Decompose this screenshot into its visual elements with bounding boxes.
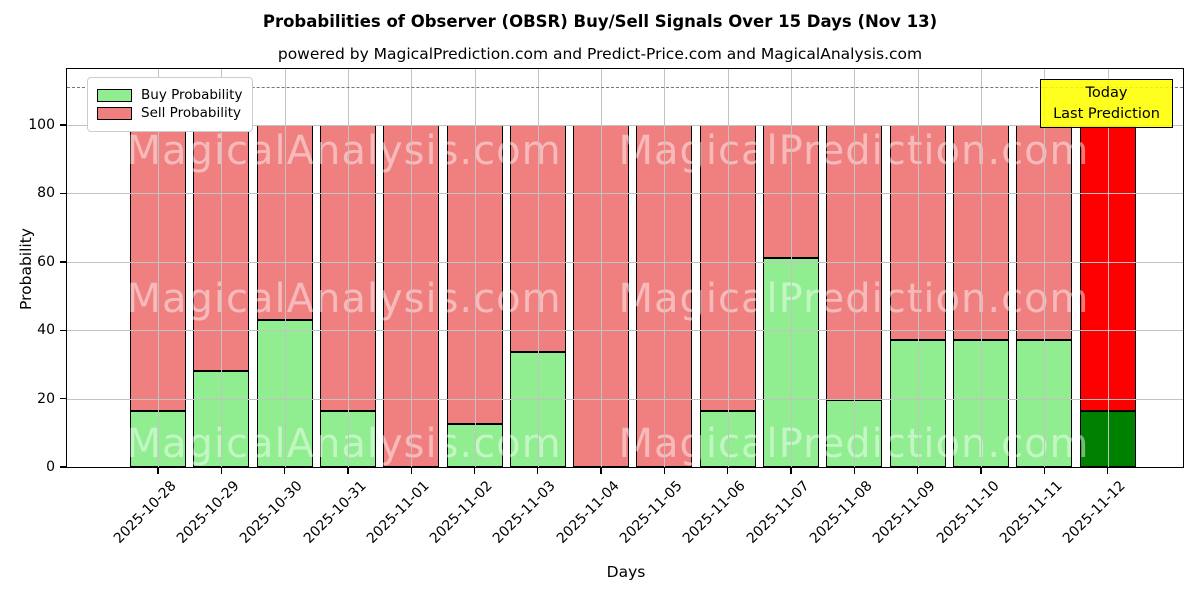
x-tick-label: 2025-11-11 [996, 478, 1066, 547]
y-tick-label: 60 [37, 253, 55, 270]
y-tick-mark [59, 397, 66, 400]
x-tick-label: 2025-11-09 [870, 478, 939, 547]
watermark-text: MagicalPrediction.com [618, 128, 1090, 174]
gridline-horizontal [67, 125, 1183, 127]
gridline-vertical [474, 69, 476, 467]
x-tick-label: 2025-11-05 [616, 478, 686, 547]
x-tick-label: 2025-11-12 [1059, 478, 1129, 547]
gridline-vertical [1044, 69, 1046, 467]
x-tick-mark [916, 468, 919, 474]
x-tick-label: 2025-11-04 [553, 478, 623, 547]
y-axis-label: Probability [17, 228, 35, 310]
legend-label-sell: Sell Probability [141, 105, 242, 121]
gridline-vertical [917, 69, 919, 467]
y-tick-mark [59, 466, 66, 468]
gridline-vertical [411, 69, 413, 467]
legend-item-buy: Buy Probability [97, 88, 242, 103]
y-tick-label: 100 [28, 117, 55, 134]
gridline-vertical [791, 69, 792, 467]
x-tick-label: 2025-10-30 [237, 478, 306, 547]
x-tick-mark [663, 468, 666, 474]
gridline-vertical [980, 69, 982, 467]
gridline-vertical [537, 69, 539, 467]
x-tick-mark [1043, 468, 1045, 474]
x-tick-mark [790, 468, 792, 474]
buy-swatch [97, 89, 132, 102]
chart-subtitle: powered by MagicalPrediction.com and Pre… [277, 45, 923, 63]
x-axis-label: Days [606, 563, 646, 581]
x-tick-label: 2025-11-10 [933, 478, 1003, 547]
gridline-vertical [854, 69, 856, 467]
watermark-text: MagicalAnalysis.com [126, 276, 562, 322]
threshold-dashed-line [67, 87, 1183, 89]
gridline-horizontal [67, 193, 1183, 195]
today-annotation-line1: Today [1085, 85, 1128, 101]
x-tick-label: 2025-10-31 [300, 478, 370, 547]
y-tick-label: 20 [37, 390, 55, 407]
watermark-text: MagicalAnalysis.com [126, 128, 562, 174]
y-tick-label: 0 [46, 459, 55, 475]
x-tick-mark [410, 468, 412, 474]
x-tick-label: 2025-11-03 [490, 478, 560, 547]
gridline-vertical [347, 69, 349, 467]
x-tick-mark [283, 468, 286, 474]
x-tick-label: 2025-11-08 [806, 478, 876, 547]
x-tick-mark [347, 468, 349, 474]
gridline-horizontal [67, 398, 1183, 400]
chart-title: Probabilities of Observer (OBSR) Buy/Sel… [262, 12, 938, 31]
x-tick-label: 2025-11-02 [426, 478, 496, 547]
gridline-vertical [727, 69, 729, 467]
x-tick-label: 2025-10-29 [173, 478, 243, 547]
legend-label-buy: Buy Probability [141, 87, 243, 103]
gridline-vertical [158, 69, 159, 467]
x-tick-mark [853, 468, 855, 474]
watermark-text: MagicalPrediction.com [618, 276, 1090, 322]
plot-area: Buy Probability Sell Probability Today L… [28, 68, 1184, 547]
gridline-vertical [221, 69, 223, 467]
x-tick-mark [1106, 468, 1109, 474]
x-tick-mark [727, 468, 729, 474]
legend-item-sell: Sell Probability [97, 106, 242, 121]
y-tick-mark [59, 261, 66, 263]
today-annotation-line2: Last Prediction [1053, 105, 1160, 122]
gridline-vertical [1107, 69, 1109, 467]
y-tick-label: 40 [37, 322, 55, 339]
watermark-text: MagicalPrediction.com [618, 421, 1090, 467]
gridline-horizontal [67, 330, 1183, 332]
x-tick-label: 2025-11-01 [363, 478, 433, 547]
y-tick-label: 80 [37, 185, 55, 202]
y-tick-mark [59, 192, 66, 195]
x-tick-mark [220, 468, 222, 474]
x-tick-mark [980, 468, 982, 474]
x-tick-label: 2025-10-28 [110, 478, 180, 547]
y-tick-mark [59, 124, 66, 126]
watermark-text: MagicalAnalysis.com [126, 421, 562, 467]
legend: Buy Probability Sell Probability [87, 77, 254, 132]
x-tick-mark [537, 468, 539, 474]
x-tick-mark [600, 468, 602, 474]
gridline-vertical [601, 69, 603, 467]
gridline-vertical [284, 69, 286, 467]
x-tick-mark [157, 468, 159, 474]
gridline-vertical [664, 69, 666, 467]
x-tick-label: 2025-11-06 [680, 478, 750, 547]
x-tick-mark [473, 468, 476, 474]
gridline-horizontal [67, 261, 1183, 263]
x-tick-label: 2025-11-07 [743, 478, 813, 547]
y-tick-mark [59, 329, 66, 331]
sell-swatch [97, 107, 132, 120]
today-annotation: Today Last Prediction [1040, 79, 1173, 129]
